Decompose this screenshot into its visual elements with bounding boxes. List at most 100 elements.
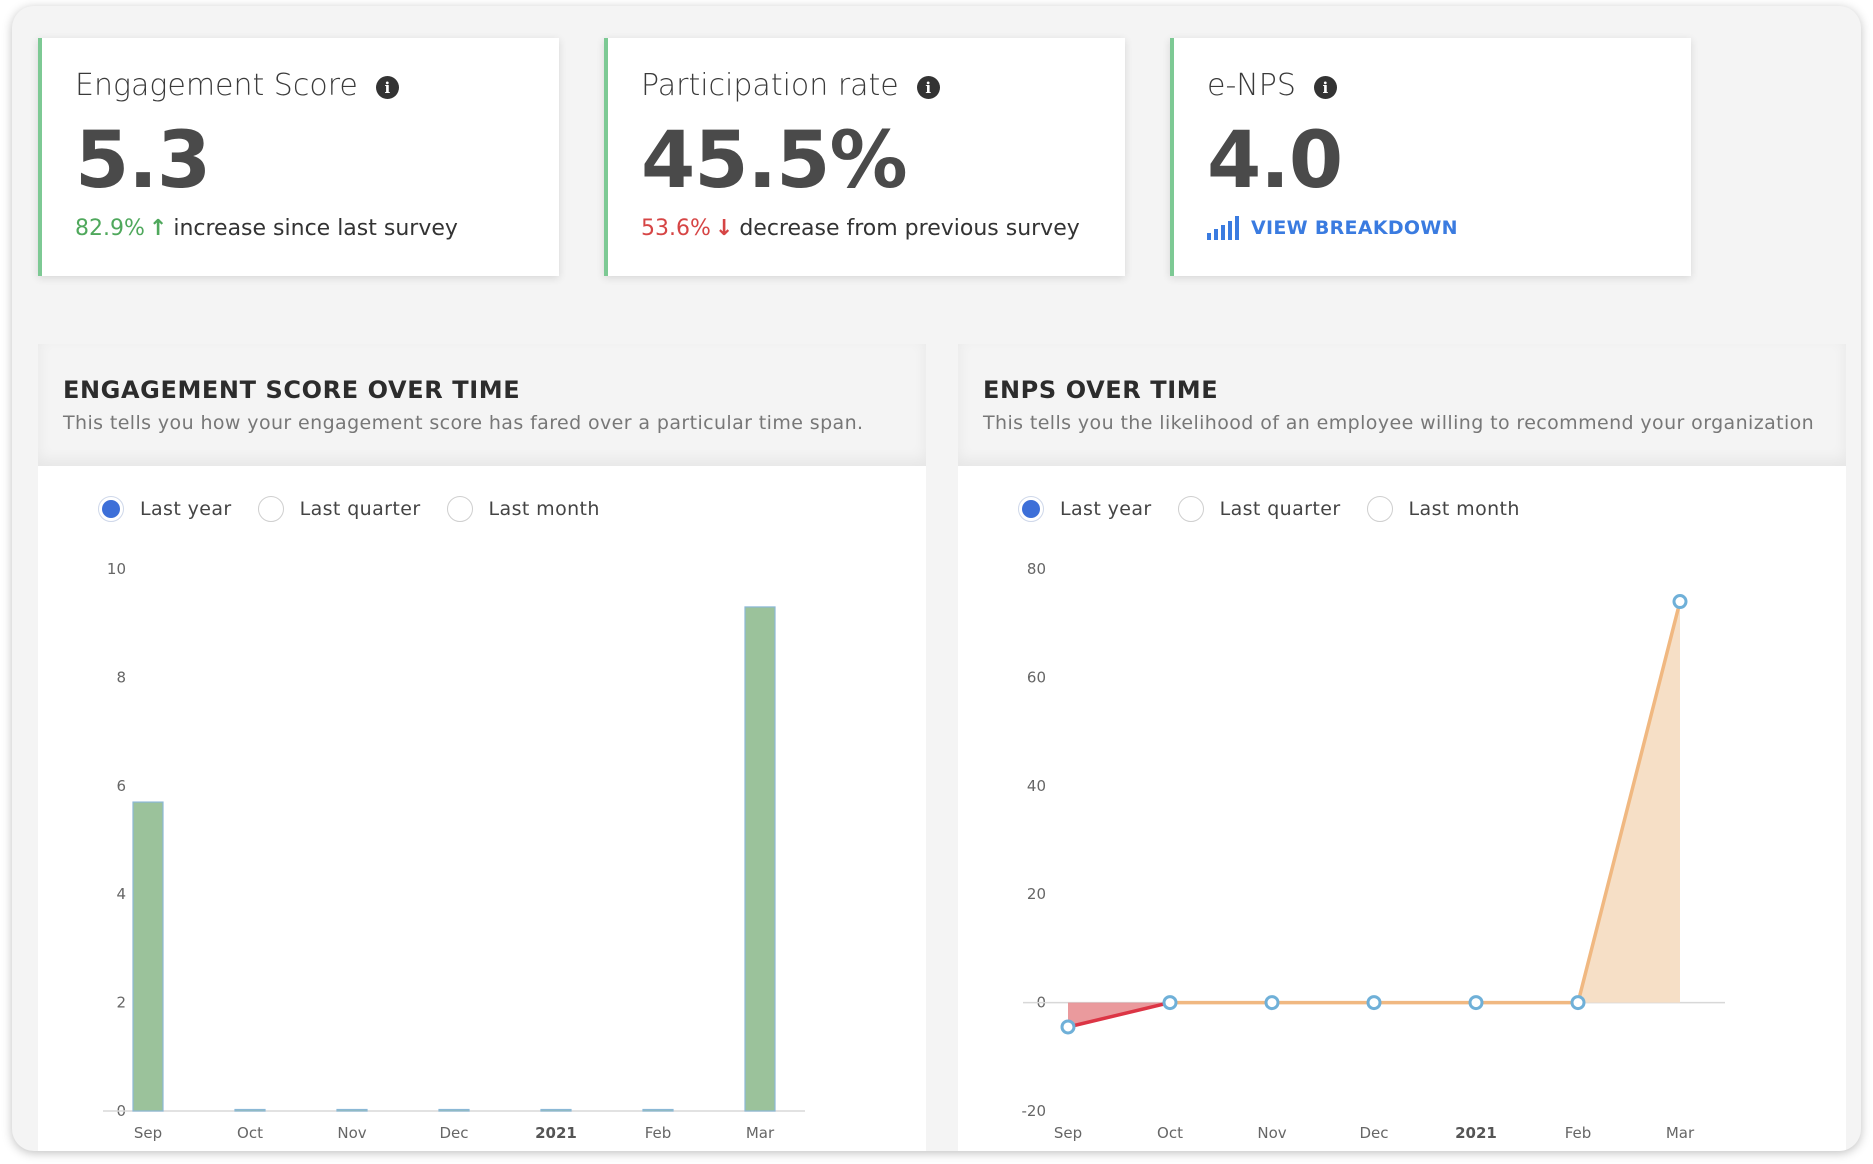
bar-Sep <box>132 801 164 1112</box>
radio-label: Last month <box>488 498 600 520</box>
series-line-segment <box>1066 1000 1172 1029</box>
y-tick-label: 2 <box>116 994 126 1012</box>
panel-header: ENPS OVER TIME This tells you the likeli… <box>958 344 1846 466</box>
point-Nov <box>1264 995 1280 1011</box>
info-icon[interactable]: i <box>375 76 399 99</box>
point-Feb <box>1570 995 1586 1011</box>
radio-dot[interactable] <box>257 496 284 522</box>
kpi-title-row: Participation rate i <box>641 68 940 103</box>
panel-body: Last year Last quarter Last month -20 0 20… <box>958 466 1846 1151</box>
point-Dec <box>1366 995 1382 1011</box>
kpi-title: Engagement Score <box>75 68 358 103</box>
x-tick-label: Mar <box>746 1124 775 1142</box>
y-tick-label: 6 <box>116 777 126 795</box>
x-tick-label: Sep <box>134 1124 162 1142</box>
y-tick-label: 10 <box>107 560 126 578</box>
kpi-footer: VIEW BREAKDOWN <box>1207 216 1458 240</box>
enps-panel: ENPS OVER TIME This tells you the likeli… <box>958 344 1846 1151</box>
x-tick-label: Nov <box>337 1124 366 1142</box>
panel-title: ENPS OVER TIME <box>983 376 1219 404</box>
radio-dot[interactable] <box>1366 496 1393 522</box>
bar-Oct <box>234 1108 266 1112</box>
kpi-value: 5.3 <box>75 116 211 206</box>
radio-last-month[interactable]: Last month <box>446 496 600 522</box>
x-tick-label: Mar <box>1666 1124 1695 1142</box>
radio-last-month[interactable]: Last month <box>1366 496 1520 522</box>
time-range-radios: Last year Last quarter Last month <box>1018 496 1546 522</box>
point-Mar <box>1672 594 1688 610</box>
x-tick-label: Feb <box>1565 1124 1592 1142</box>
bar-Mar <box>744 606 776 1112</box>
x-tick-label: 2021 <box>1455 1124 1497 1142</box>
radio-label: Last month <box>1408 498 1520 520</box>
radio-dot[interactable] <box>1177 496 1204 522</box>
kpi-title-row: e-NPS i <box>1207 68 1337 103</box>
kpi-value: 45.5% <box>641 116 908 206</box>
y-tick-label: -20 <box>1022 1102 1047 1120</box>
x-tick-label: Dec <box>439 1124 468 1142</box>
bar-2021 <box>540 1108 572 1112</box>
y-tick-label: 40 <box>1027 777 1046 795</box>
kpi-title: Participation rate <box>641 68 899 103</box>
delta-note: decrease from previous survey <box>739 216 1080 241</box>
view-breakdown-label: VIEW BREAKDOWN <box>1251 217 1458 239</box>
kpi-card-engagement: Engagement Score i 5.3 82.9% ↑ increase … <box>38 38 559 276</box>
radio-last-year[interactable]: Last year <box>98 496 232 522</box>
radio-label: Last year <box>140 498 232 520</box>
kpi-title: e-NPS <box>1207 68 1296 103</box>
y-tick-label: 8 <box>116 668 126 686</box>
radio-label: Last quarter <box>1219 498 1341 520</box>
info-icon[interactable]: i <box>1313 76 1337 99</box>
radio-last-quarter[interactable]: Last quarter <box>1177 496 1341 522</box>
y-tick-label: 80 <box>1027 560 1046 578</box>
bar-Nov <box>336 1108 368 1112</box>
delta-value: 53.6% <box>641 216 711 241</box>
y-tick-label: 60 <box>1027 668 1046 686</box>
x-tick-label: Oct <box>1157 1124 1183 1142</box>
engagement-panel: ENGAGEMENT SCORE OVER TIME This tells yo… <box>38 344 926 1151</box>
signal-bars-icon <box>1207 216 1239 240</box>
point-2021 <box>1468 995 1484 1011</box>
arrow-up-icon: ↑ <box>148 216 168 241</box>
panel-header: ENGAGEMENT SCORE OVER TIME This tells yo… <box>38 344 926 466</box>
radio-last-quarter[interactable]: Last quarter <box>257 496 421 522</box>
time-range-radios: Last year Last quarter Last month <box>98 496 626 522</box>
panel-title: ENGAGEMENT SCORE OVER TIME <box>63 376 521 404</box>
kpi-title-row: Engagement Score i <box>75 68 399 103</box>
radio-label: Last quarter <box>299 498 421 520</box>
panel-description: This tells you how your engagement score… <box>63 412 864 434</box>
bar-Feb <box>642 1108 674 1112</box>
delta-note: increase since last survey <box>173 216 458 241</box>
radio-last-year[interactable]: Last year <box>1018 496 1152 522</box>
radio-dot[interactable] <box>1018 496 1044 522</box>
kpi-card-participation: Participation rate i 45.5% 53.6% ↓ decre… <box>604 38 1125 276</box>
point-Oct <box>1162 995 1178 1011</box>
x-tick-label: Dec <box>1359 1124 1388 1142</box>
dashboard-frame: Engagement Score i 5.3 82.9% ↑ increase … <box>12 6 1861 1151</box>
kpi-footer: 82.9% ↑ increase since last survey <box>75 216 458 241</box>
y-tick-label: 20 <box>1027 885 1046 903</box>
kpi-footer: 53.6% ↓ decrease from previous survey <box>641 216 1080 241</box>
series-line-segment <box>1576 599 1682 1005</box>
radio-dot[interactable] <box>446 496 473 522</box>
x-tick-label: Nov <box>1257 1124 1286 1142</box>
arrow-down-icon: ↓ <box>714 216 734 241</box>
kpi-card-enps: e-NPS i 4.0 VIEW BREAKDOWN <box>1170 38 1691 276</box>
radio-label: Last year <box>1060 498 1152 520</box>
x-tick-label: Sep <box>1054 1124 1082 1142</box>
point-Sep <box>1060 1019 1076 1035</box>
x-tick-label: Feb <box>645 1124 672 1142</box>
delta-value: 82.9% <box>75 216 145 241</box>
info-icon[interactable]: i <box>916 76 940 99</box>
x-tick-label: 2021 <box>535 1124 577 1142</box>
panel-description: This tells you the likelihood of an empl… <box>983 412 1815 434</box>
radio-dot[interactable] <box>98 496 124 522</box>
x-tick-label: Oct <box>237 1124 263 1142</box>
bar-Dec <box>438 1108 470 1112</box>
view-breakdown-link[interactable]: VIEW BREAKDOWN <box>1207 216 1458 240</box>
kpi-value: 4.0 <box>1207 116 1343 206</box>
y-tick-label: 4 <box>116 885 126 903</box>
